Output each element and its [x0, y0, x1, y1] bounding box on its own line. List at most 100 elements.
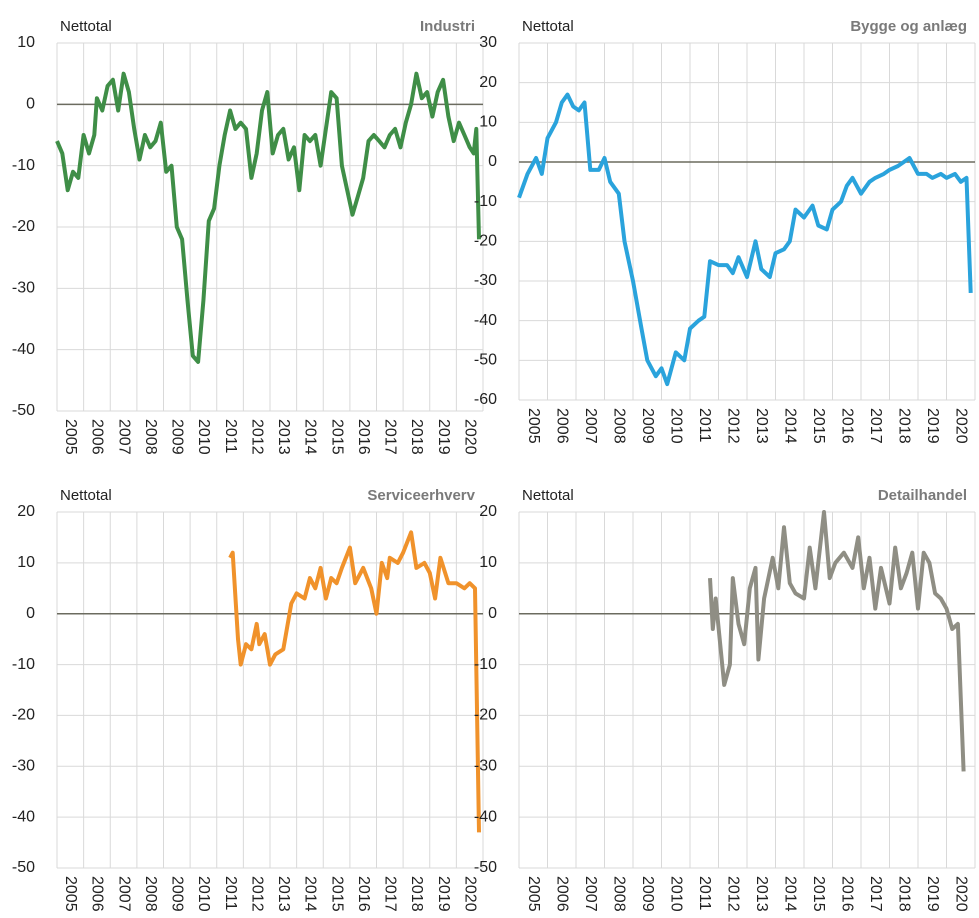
data-line [708, 510, 966, 772]
y-tick-label: -30 [474, 272, 497, 289]
x-tick-label: 2014 [302, 876, 319, 912]
data-line [228, 530, 481, 833]
x-tick-label: 2016 [839, 876, 856, 912]
x-tick-label: 2011 [222, 876, 239, 911]
x-tick-label: 2008 [142, 419, 159, 455]
y-tick-label: -10 [12, 656, 35, 673]
x-tick-label: 2016 [355, 419, 372, 455]
x-tick-label: 2011 [222, 419, 239, 454]
x-tick-label: 2011 [696, 876, 713, 911]
x-tick-label: 2006 [554, 408, 571, 444]
y-tick-label: -20 [474, 707, 497, 724]
y-tick-label: 20 [17, 503, 35, 520]
y-tick-label: -10 [474, 656, 497, 673]
x-tick-label: 2006 [554, 876, 571, 912]
x-tick-label: 2012 [725, 408, 742, 444]
y-tick-label: 20 [479, 74, 497, 91]
x-tick-label: 2015 [810, 408, 827, 444]
panel-title: Industri [420, 18, 475, 35]
x-tick-label: 2020 [953, 876, 970, 912]
y-tick-label: 20 [479, 503, 497, 520]
x-tick-label: 2018 [408, 419, 425, 455]
y-tick-label: -30 [12, 280, 35, 297]
y-axis-label: Nettotal [60, 487, 112, 504]
x-tick-label: 2007 [582, 408, 599, 444]
y-tick-label: 10 [17, 34, 35, 51]
y-tick-label: -40 [12, 808, 35, 825]
y-tick-label: 0 [488, 605, 497, 622]
x-tick-label: 2016 [355, 876, 372, 912]
x-tick-label: 2009 [639, 408, 656, 444]
x-tick-label: 2018 [896, 408, 913, 444]
x-tick-label: 2013 [275, 419, 292, 455]
x-tick-label: 2011 [696, 408, 713, 443]
x-tick-label: 2005 [525, 876, 542, 912]
x-tick-label: 2007 [115, 876, 132, 912]
x-tick-label: 2005 [62, 876, 79, 912]
x-tick-label: 2015 [328, 876, 345, 912]
y-tick-label: -50 [12, 859, 35, 876]
data-line [517, 92, 973, 387]
y-tick-label: -40 [474, 312, 497, 329]
y-tick-label: 30 [479, 34, 497, 51]
x-tick-label: 2010 [195, 876, 212, 912]
x-tick-label: 2015 [810, 876, 827, 912]
x-tick-label: 2009 [639, 876, 656, 912]
y-tick-label: 10 [479, 554, 497, 571]
y-tick-label: 0 [488, 153, 497, 170]
x-tick-label: 2008 [611, 408, 628, 444]
x-tick-label: 2009 [169, 876, 186, 912]
y-tick-label: -30 [474, 758, 497, 775]
panel-title: Serviceerhverv [367, 487, 475, 504]
y-tick-label: -40 [474, 808, 497, 825]
x-tick-label: 2018 [408, 876, 425, 912]
x-tick-label: 2012 [248, 876, 265, 912]
y-tick-label: -40 [12, 341, 35, 358]
x-tick-label: 2019 [924, 408, 941, 444]
x-tick-label: 2012 [725, 876, 742, 912]
x-tick-label: 2014 [782, 876, 799, 912]
x-tick-label: 2017 [382, 419, 399, 455]
x-tick-label: 2020 [461, 876, 478, 912]
y-tick-label: -60 [474, 391, 497, 408]
x-tick-label: 2012 [248, 419, 265, 455]
y-tick-label: -10 [474, 193, 497, 210]
x-tick-label: 2010 [668, 876, 685, 912]
y-tick-label: -20 [474, 233, 497, 250]
x-tick-label: 2006 [89, 419, 106, 455]
x-tick-label: 2008 [611, 876, 628, 912]
x-tick-label: 2013 [275, 876, 292, 912]
panel-title: Bygge og anlæg [850, 18, 967, 35]
x-tick-label: 2014 [302, 419, 319, 455]
y-tick-label: 0 [26, 605, 35, 622]
x-tick-label: 2014 [782, 408, 799, 444]
x-tick-label: 2018 [896, 876, 913, 912]
x-tick-label: 2019 [435, 876, 452, 912]
data-line [55, 71, 481, 364]
y-tick-label: -30 [12, 758, 35, 775]
y-tick-label: -50 [12, 402, 35, 419]
y-axis-label: Nettotal [60, 18, 112, 35]
x-tick-label: 2017 [382, 876, 399, 912]
y-tick-label: 0 [26, 96, 35, 113]
x-tick-label: 2017 [867, 876, 884, 912]
y-tick-label: -10 [12, 157, 35, 174]
y-tick-label: -20 [12, 707, 35, 724]
y-tick-label: -20 [12, 218, 35, 235]
x-tick-label: 2013 [753, 408, 770, 444]
y-axis-label: Nettotal [522, 487, 574, 504]
x-tick-label: 2006 [89, 876, 106, 912]
y-axis-label: Nettotal [522, 18, 574, 35]
y-tick-label: 10 [479, 114, 497, 131]
x-tick-label: 2010 [195, 419, 212, 455]
x-tick-label: 2015 [328, 419, 345, 455]
panel-title: Detailhandel [878, 487, 967, 504]
x-tick-label: 2005 [525, 408, 542, 444]
y-tick-label: -50 [474, 859, 497, 876]
x-tick-label: 2007 [115, 419, 132, 455]
x-tick-label: 2016 [839, 408, 856, 444]
x-tick-label: 2013 [753, 876, 770, 912]
x-tick-label: 2010 [668, 408, 685, 444]
